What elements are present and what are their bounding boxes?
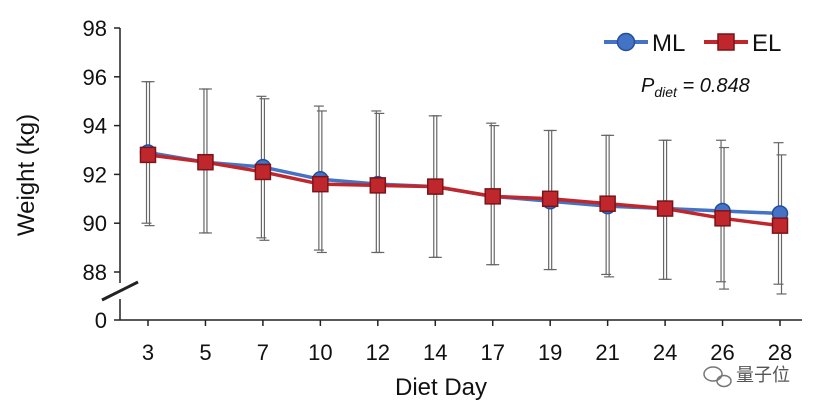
y-tick-label: 92 bbox=[83, 162, 107, 187]
data-point-el bbox=[139, 146, 157, 164]
x-tick-label: 21 bbox=[595, 340, 619, 365]
series-line-el bbox=[147, 153, 781, 228]
data-point-el bbox=[599, 195, 616, 212]
data-point-el bbox=[369, 177, 387, 194]
y-tick-label: 96 bbox=[83, 65, 107, 90]
x-tick-label: 19 bbox=[538, 340, 562, 365]
data-point-el bbox=[484, 188, 501, 205]
watermark: 量子位 bbox=[703, 365, 790, 388]
x-tick-label: 17 bbox=[480, 340, 504, 365]
y-tick-label: 88 bbox=[83, 260, 107, 285]
data-point-el bbox=[197, 153, 214, 171]
legend: ML EL bbox=[604, 30, 781, 57]
legend-label-el: EL bbox=[752, 30, 781, 57]
series-line-ml bbox=[147, 150, 781, 216]
p-value-subscript: diet bbox=[654, 84, 678, 100]
legend-entry-el: EL bbox=[704, 30, 781, 57]
y-tick-label: 90 bbox=[83, 211, 107, 236]
x-tick-label: 7 bbox=[257, 340, 269, 365]
legend-entry-ml: ML bbox=[604, 30, 685, 57]
y-tick-label: 0 bbox=[95, 308, 107, 333]
x-tick-label: 5 bbox=[199, 340, 211, 365]
legend-marker-ml bbox=[616, 32, 636, 52]
data-point-el bbox=[254, 163, 272, 181]
p-value-prefix: P bbox=[641, 75, 655, 97]
x-tick-label: 24 bbox=[653, 340, 677, 365]
legend-label-ml: ML bbox=[652, 30, 685, 57]
legend-marker-el bbox=[717, 33, 735, 51]
watermark-text: 量子位 bbox=[736, 365, 790, 385]
p-value-annotation: Pdiet = 0.848 bbox=[641, 75, 750, 100]
data-point-el bbox=[714, 210, 731, 227]
y-tick-label: 94 bbox=[83, 114, 107, 139]
x-tick-label: 12 bbox=[366, 340, 390, 365]
data-point-el bbox=[771, 217, 789, 234]
data-point-el bbox=[312, 175, 329, 193]
x-tick-label: 3 bbox=[142, 340, 154, 365]
y-axis-title: Weight (kg) bbox=[13, 114, 40, 236]
y-tick-label: 98 bbox=[83, 16, 107, 41]
x-tick-label: 28 bbox=[768, 340, 792, 365]
x-tick-label: 14 bbox=[423, 340, 447, 365]
x-tick-label: 26 bbox=[710, 340, 734, 365]
data-point-el bbox=[656, 200, 674, 217]
x-axis-title: Diet Day bbox=[395, 374, 487, 401]
wechat-icon bbox=[703, 366, 732, 388]
data-point-el bbox=[427, 178, 444, 195]
p-value-suffix: = 0.848 bbox=[677, 75, 750, 97]
data-point-el bbox=[541, 190, 559, 208]
axis-break-mark bbox=[101, 280, 139, 302]
x-tick-label: 10 bbox=[308, 340, 332, 365]
